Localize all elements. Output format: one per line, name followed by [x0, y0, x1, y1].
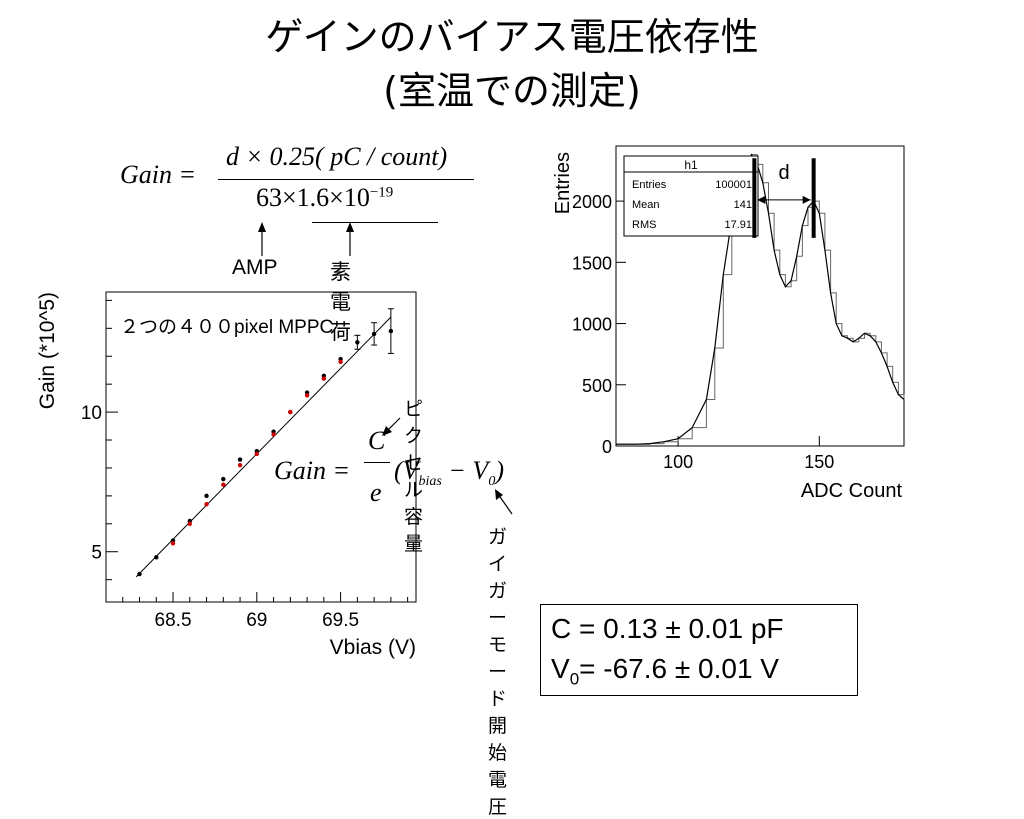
- label-pixel-capacitance: ピクセル容量: [404, 398, 424, 555]
- x-tick-label: 68.5: [155, 610, 192, 631]
- x-tick-label: 69.5: [322, 610, 359, 631]
- stats-value: 17.91: [724, 219, 752, 231]
- y-tick-label: 1500: [572, 253, 612, 273]
- data-point: [221, 482, 226, 487]
- data-point: [338, 359, 343, 365]
- data-point: [221, 476, 226, 482]
- stats-value: 141: [734, 199, 752, 211]
- rhs-close: ): [495, 456, 504, 485]
- y-tick-label: 5: [91, 543, 102, 564]
- arrow-head-left: [757, 195, 766, 204]
- slide-title-line2: (室温での測定): [383, 69, 641, 113]
- arrow-breakdown: [495, 489, 513, 515]
- arrow-head-right: [802, 195, 811, 204]
- data-point: [388, 328, 394, 334]
- x-axis-label: ADC Count: [801, 480, 903, 502]
- rhs-minus-v: − V: [441, 456, 489, 485]
- arrow-capacitance: [382, 417, 401, 436]
- formula-arrows: [258, 222, 354, 256]
- data-point: [355, 340, 360, 345]
- fit-line: [135, 316, 392, 578]
- data-point: [154, 555, 159, 560]
- separation-label: d: [778, 162, 789, 184]
- plot-frame: [105, 291, 417, 603]
- chart-annotation: ２つの４００pixel MPPC: [120, 317, 333, 338]
- data-point: [304, 393, 310, 398]
- fraction-bar: [218, 179, 474, 180]
- histogram-bins: [616, 154, 905, 445]
- data-point: [371, 331, 377, 337]
- label-elementary-charge: 素電荷: [330, 260, 351, 344]
- data-point: [254, 451, 260, 457]
- data-point: [321, 376, 327, 381]
- formula-mid-lhs: Gain =: [274, 456, 351, 485]
- result-breakdown-voltage: V0= -67.6 ± 0.01 V: [551, 649, 857, 700]
- formula-denominator: 63×1.6×10−19: [256, 183, 393, 213]
- y-tick-label: 1000: [572, 315, 612, 335]
- stats-label: Entries: [632, 179, 667, 191]
- denominator-exponent: −19: [369, 184, 394, 201]
- charge-bracket: [312, 222, 438, 223]
- formula-mid-num: C: [368, 426, 386, 455]
- rhs-sub-bias: bias: [418, 474, 442, 490]
- formula-mid-rhs: (Vbias − V0): [394, 456, 504, 490]
- fit-result-box: C = 0.13 ± 0.01 pF V0= -67.6 ± 0.01 V: [540, 604, 858, 696]
- plot-frame: [615, 145, 905, 447]
- data-point: [137, 571, 142, 577]
- y-tick-label: 0: [602, 437, 612, 457]
- x-tick-label: 69: [246, 610, 267, 631]
- stats-value: 100001: [715, 179, 752, 191]
- stats-title: h1: [684, 158, 698, 172]
- data-point: [204, 502, 209, 507]
- label-amp: AMP: [232, 256, 278, 279]
- data-point: [204, 493, 209, 499]
- data-point: [187, 521, 192, 527]
- data-point: [288, 409, 293, 415]
- result-v-value: = -67.6 ± 0.01 V: [579, 653, 779, 684]
- x-tick-label: 100: [663, 452, 693, 472]
- y-tick-label: 500: [582, 376, 612, 396]
- data-point: [271, 432, 276, 437]
- rhs-open: (V: [394, 456, 419, 485]
- result-v-sub: 0: [569, 669, 580, 689]
- slide-title-line1: ゲインのバイアス電圧依存性: [265, 15, 759, 59]
- stats-label: Mean: [632, 199, 660, 211]
- stats-box: [623, 155, 759, 237]
- x-tick-label: 150: [804, 452, 834, 472]
- y-axis-label: Entries: [552, 152, 574, 214]
- histogram-fit-curve: [616, 153, 905, 445]
- result-v: V: [551, 653, 570, 684]
- gain-vs-bias-chart: 68.5 69 69.5 5 10 Vbias (V) Gain (*10^5) ２つの４００…: [36, 291, 417, 659]
- x-axis-label: Vbias (V): [330, 636, 416, 659]
- denominator-base: 63×1.6×10: [256, 183, 370, 212]
- formula-lhs: Gain =: [120, 160, 197, 189]
- data-point: [237, 462, 243, 468]
- formula-mid-arrows: [382, 417, 513, 515]
- data-point: [237, 457, 243, 462]
- rhs-sub-0: 0: [488, 474, 496, 490]
- formula-mid-bar: [364, 462, 390, 463]
- formula-mid-den: e: [370, 478, 382, 507]
- y-tick-label: 10: [81, 403, 102, 424]
- arrow-charge: [346, 222, 354, 256]
- result-capacitance: C = 0.13 ± 0.01 pF: [551, 613, 784, 644]
- stats-label: RMS: [632, 219, 656, 231]
- arrow-amp: [258, 222, 266, 256]
- data-point: [170, 541, 176, 546]
- y-axis-label: Gain (*10^5): [36, 292, 59, 409]
- formula-numerator: d × 0.25( pC / count): [226, 142, 448, 171]
- y-tick-label: 2000: [572, 192, 612, 212]
